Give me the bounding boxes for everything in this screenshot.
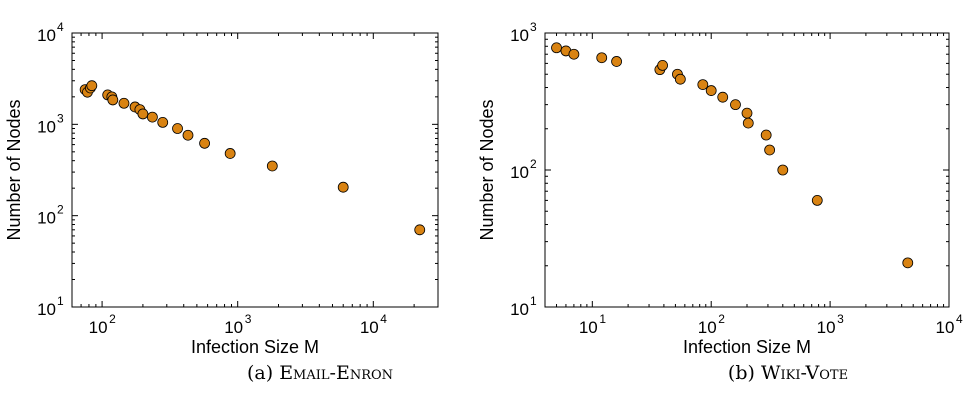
data-point: [697, 79, 709, 91]
y-tick-exponent: 1: [530, 294, 537, 308]
x-tick-label: 10: [224, 318, 243, 337]
data-point: [568, 48, 580, 60]
y-tick-label: 10: [37, 209, 56, 228]
y-tick-exponent: 2: [530, 157, 537, 171]
data-point: [266, 160, 278, 172]
x-tick-exponent: 4: [380, 312, 387, 326]
data-point: [717, 91, 729, 103]
data-point: [611, 56, 622, 67]
caption-prefix: (a): [246, 362, 274, 384]
data-point: [157, 116, 169, 128]
plot-frame: [71, 32, 439, 308]
caption-prefix: (b): [727, 362, 755, 384]
y-tick-exponent: 3: [57, 111, 64, 125]
x-tick-exponent: 3: [837, 312, 844, 326]
data-point: [730, 99, 741, 111]
y-tick-exponent: 4: [57, 20, 64, 34]
data-point: [760, 129, 772, 141]
minor-ticks: [545, 33, 949, 307]
data-point: [199, 137, 210, 149]
x-tick-label: 10: [579, 318, 598, 337]
y-axis-label: Number of Nodes: [4, 99, 24, 240]
plot-frame: [544, 32, 950, 308]
caption-name: Email-Enron: [279, 362, 394, 384]
caption-email-enron: (a) Email-Enron: [180, 362, 460, 384]
x-axis-label: Infection Size M: [191, 337, 319, 357]
x-tick-exponent: 4: [956, 312, 963, 326]
data-point: [764, 144, 776, 156]
data-point: [182, 129, 194, 141]
data-point: [337, 181, 349, 193]
data-point: [674, 73, 686, 85]
y-tick-exponent: 1: [57, 294, 64, 308]
data-point: [224, 148, 236, 159]
data-point: [86, 80, 98, 92]
data-point: [137, 108, 149, 120]
data-point: [551, 42, 562, 54]
x-tick-exponent: 2: [718, 312, 725, 326]
y-tick-exponent: 2: [57, 203, 64, 217]
y-tick-label: 10: [510, 300, 529, 319]
data-point: [657, 60, 668, 71]
x-tick-label: 10: [936, 318, 955, 337]
data-point: [147, 111, 158, 123]
data-point: [414, 224, 426, 236]
y-tick-label: 10: [37, 117, 56, 136]
x-tick-label: 10: [817, 318, 836, 337]
y-tick-label: 10: [37, 26, 56, 45]
x-tick-exponent: 1: [599, 312, 606, 326]
data-point: [596, 52, 608, 64]
data-point: [107, 94, 119, 106]
x-tick-label: 10: [698, 318, 717, 337]
data-point: [705, 85, 717, 96]
y-tick-exponent: 3: [530, 20, 537, 34]
data-point: [118, 97, 130, 109]
x-axis-label: Infection Size M: [683, 337, 811, 357]
x-tick-exponent: 2: [109, 312, 116, 326]
y-axis-label: Number of Nodes: [477, 99, 497, 240]
caption-wiki-vote: (b) Wiki-Vote: [653, 362, 923, 384]
data-point: [777, 164, 789, 176]
x-tick-label: 10: [89, 318, 108, 337]
data-point: [811, 194, 823, 206]
caption-name: Wiki-Vote: [760, 362, 849, 384]
x-tick-label: 10: [360, 318, 379, 337]
data-point: [902, 257, 914, 269]
y-tick-label: 10: [510, 163, 529, 182]
data-point: [741, 107, 753, 119]
data-point: [742, 117, 754, 129]
y-tick-label: 10: [37, 300, 56, 319]
x-tick-exponent: 3: [245, 312, 252, 326]
minor-ticks: [72, 33, 438, 307]
data-point: [172, 123, 183, 134]
y-tick-label: 10: [510, 26, 529, 45]
